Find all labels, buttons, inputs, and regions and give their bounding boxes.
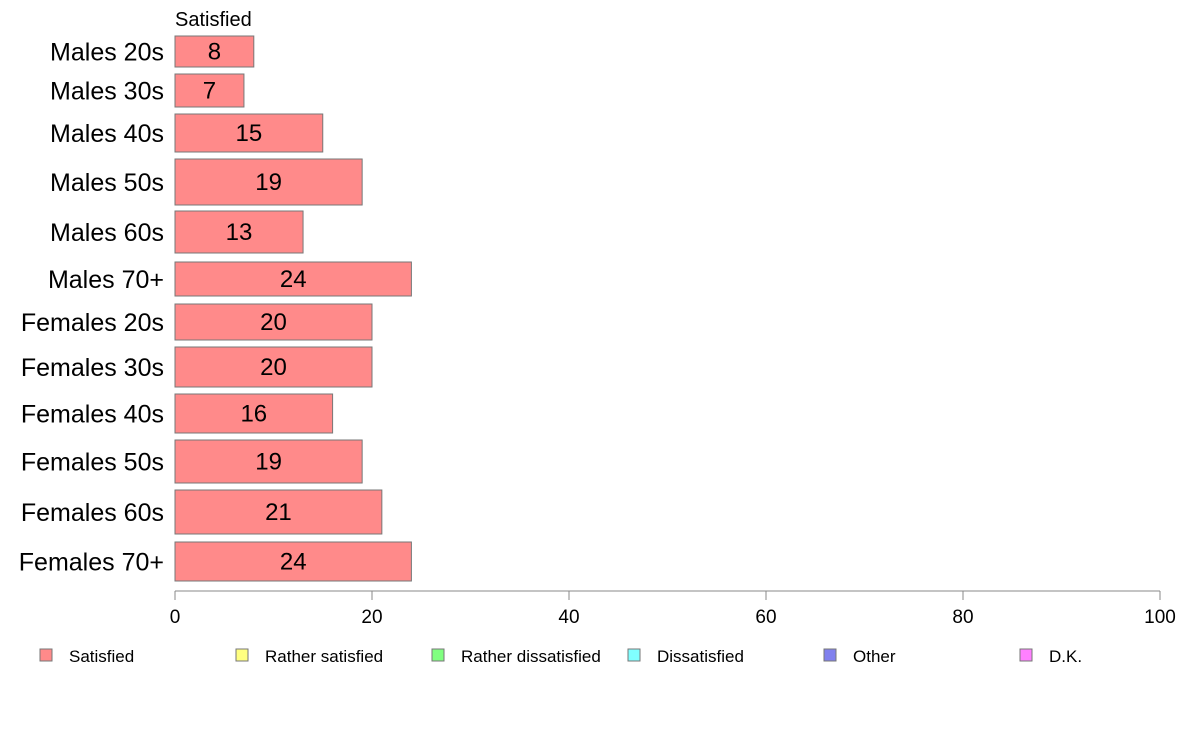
- bar-value-label: 16: [240, 401, 267, 428]
- legend-label: Dissatisfied: [657, 647, 744, 666]
- bar-satisfied: [174, 346, 373, 388]
- bar-value-label: 15: [236, 120, 263, 147]
- bar-satisfied: [174, 113, 324, 153]
- legend-swatch: [235, 648, 249, 662]
- series-header: Satisfied: [175, 9, 252, 31]
- category-label: Males 60s: [50, 219, 164, 247]
- bar-satisfied: [174, 158, 363, 206]
- x-tick-label: 60: [755, 607, 776, 628]
- bar-satisfied: [174, 210, 304, 254]
- bar-value-label: 21: [265, 499, 292, 526]
- legend-swatch: [627, 648, 641, 662]
- bar-satisfied: [174, 35, 255, 68]
- category-label: Females 20s: [21, 309, 164, 337]
- category-label: Males 70+: [48, 266, 164, 294]
- legend-label: D.K.: [1049, 647, 1082, 666]
- legend-label: Other: [853, 647, 896, 666]
- category-label: Females 50s: [21, 449, 164, 477]
- bar-satisfied: [174, 439, 363, 484]
- bar-satisfied: [174, 541, 412, 582]
- legend-swatch: [823, 648, 837, 662]
- bar-value-label: 24: [280, 549, 307, 576]
- x-axis: 0 20 40 60 80 100: [170, 590, 1176, 628]
- legend-swatch: [39, 648, 53, 662]
- bar-value-label: 8: [208, 39, 221, 66]
- category-label: Males 50s: [50, 169, 164, 197]
- bar-value-label: 20: [260, 309, 287, 336]
- category-label: Females 40s: [21, 401, 164, 429]
- bar-satisfied: [174, 489, 383, 535]
- category-label: Males 40s: [50, 120, 164, 148]
- x-tick-label: 0: [170, 607, 181, 628]
- bar-satisfied: [174, 393, 334, 434]
- bar-satisfied: [174, 303, 373, 341]
- category-label: Females 70+: [19, 549, 164, 577]
- legend-label: Satisfied: [69, 647, 134, 666]
- x-tick-label: 40: [558, 607, 579, 628]
- legend-label: Rather satisfied: [265, 647, 383, 666]
- category-label: Males 30s: [50, 78, 164, 106]
- legend: Satisfied Rather satisfied Rather dissatis…: [39, 647, 1082, 666]
- bar-value-label: 19: [255, 449, 282, 476]
- x-tick-label: 100: [1144, 607, 1176, 628]
- bar-satisfied: [174, 261, 412, 297]
- bar-value-label: 7: [203, 78, 216, 105]
- category-label: Males 20s: [50, 39, 164, 67]
- category-label: Females 60s: [21, 499, 164, 527]
- x-tick-label: 20: [361, 607, 382, 628]
- x-tick-label: 80: [952, 607, 973, 628]
- bars-group: Males 20s 8 Males 30s 7 Males 40s 15 Males 50s…: [19, 35, 412, 582]
- legend-swatch: [1019, 648, 1033, 662]
- bar-value-label: 24: [280, 266, 307, 293]
- bar-satisfied: [174, 73, 245, 108]
- legend-swatch: [431, 648, 445, 662]
- bar-value-label: 20: [260, 354, 287, 381]
- bar-value-label: 19: [255, 169, 282, 196]
- bar-value-label: 13: [226, 219, 253, 246]
- legend-label: Rather dissatisfied: [461, 647, 601, 666]
- category-label: Females 30s: [21, 354, 164, 382]
